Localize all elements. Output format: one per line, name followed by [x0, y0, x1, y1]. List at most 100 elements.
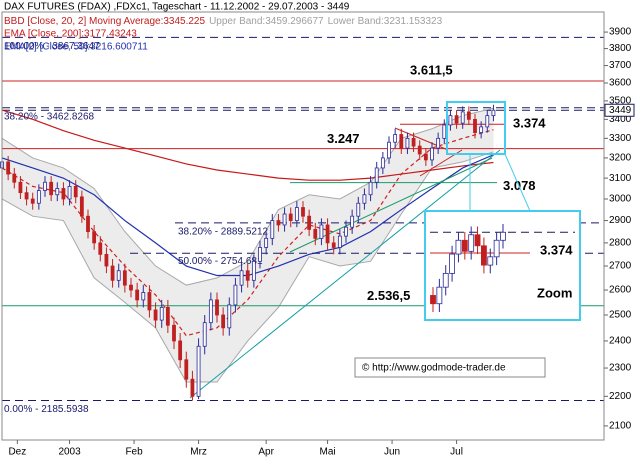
candle-body — [79, 196, 84, 217]
candle-body — [301, 207, 305, 217]
candle-body — [288, 213, 293, 221]
candle-body — [481, 245, 487, 266]
candle-body — [67, 185, 72, 200]
copyright-box — [354, 357, 546, 378]
fib-label: 100.00% - 3867.3647 — [4, 41, 100, 52]
candle-body — [487, 256, 494, 266]
candle-body — [264, 237, 269, 248]
candle-body — [474, 234, 481, 247]
indicator-line — [1, 129, 494, 337]
candle-body — [184, 359, 189, 380]
y-tick-label: 3200 — [609, 153, 632, 164]
level-label: 3.374 — [513, 116, 546, 131]
y-tick-label: 3400 — [609, 114, 632, 125]
candle-body — [208, 299, 213, 324]
y-tick-label: 2400 — [609, 336, 632, 347]
candle-body — [270, 220, 275, 239]
candle-body — [221, 314, 226, 329]
candle-body — [92, 231, 97, 244]
candle-body — [251, 260, 256, 281]
y-tick-label: 2800 — [609, 238, 632, 249]
y-tick-label: 3800 — [609, 43, 632, 54]
y-tick-label: 3900 — [609, 27, 632, 38]
candle-body — [479, 126, 484, 133]
candle-body — [436, 137, 441, 149]
legend-entry: EMA[2] [Close, 50]:3216.600711 — [4, 42, 148, 53]
candle-body — [36, 190, 41, 204]
candle-body — [466, 111, 471, 120]
x-tick-label: 2003 — [58, 447, 81, 458]
candle-body — [129, 284, 133, 291]
candle-body — [202, 322, 207, 347]
candle-body — [331, 242, 336, 248]
candle-body — [485, 115, 490, 128]
y-tick-label: 3100 — [609, 173, 632, 184]
candle-body — [282, 213, 287, 226]
x-tick-label: Apr — [258, 447, 274, 458]
x-tick-label: Feb — [125, 447, 143, 458]
chart-title: DAX FUTURES (FDAX) ,FDXc1, Tageschart - … — [4, 2, 350, 13]
candle-body — [468, 234, 475, 252]
trend-line — [189, 149, 501, 399]
current-price-box — [604, 103, 635, 117]
bollinger-band — [1, 151, 494, 383]
candle-body — [491, 109, 496, 117]
candle-body — [319, 224, 324, 239]
candle-body — [227, 304, 232, 329]
axes: 2100 2200 2300 2400 2500 2600 2700 2800 2900 3000… — [8, 27, 635, 458]
candle-body — [374, 167, 379, 183]
candle-body — [178, 340, 183, 361]
candle-body — [30, 198, 35, 204]
candle-body — [18, 181, 23, 194]
candle-body — [165, 306, 170, 326]
level-label: 3.247 — [327, 131, 360, 146]
fib-label: 0.00% - 2185.5938 — [4, 404, 89, 415]
candle-body — [399, 134, 404, 149]
y-tick-label: 3700 — [609, 60, 632, 71]
fib-label: 50.00% - 2754.681 — [178, 256, 263, 267]
x-tick-label: Mrz — [190, 447, 207, 458]
y-tick-label: 2500 — [609, 310, 632, 321]
y-tick-label: 2100 — [609, 421, 632, 432]
level-label: 3.611,5 — [410, 62, 453, 77]
candle-body — [449, 253, 455, 274]
candle-body — [49, 181, 54, 196]
zoom-connector — [504, 153, 531, 212]
candle-body — [73, 185, 78, 198]
x-tick-label: Mai — [320, 447, 336, 458]
candle-body — [141, 292, 146, 301]
candle-body — [387, 141, 391, 159]
legend-row: BBD [Close, 20, 2] Moving Average:3345.2… — [4, 16, 443, 27]
candle-body — [6, 161, 11, 175]
candle-body — [405, 137, 410, 149]
candle-body — [368, 181, 373, 196]
fib-label: 38.20% - 3462.8268 — [4, 111, 95, 122]
candle-body — [258, 247, 262, 262]
candle-body — [24, 192, 29, 200]
legend-entry: BBD [Close, 20, 2] Moving Average:3345.2… — [4, 16, 205, 27]
candle-body — [500, 231, 506, 241]
candle-body — [455, 239, 462, 255]
candle-body — [442, 272, 449, 288]
candle-body — [430, 147, 434, 161]
indicator-line — [1, 109, 494, 181]
y-tick-label: 2600 — [609, 285, 632, 296]
candle-body — [233, 284, 238, 306]
candle-body — [86, 215, 90, 233]
candle-body — [159, 306, 164, 321]
zoom-source-box — [446, 101, 506, 155]
y-tick-label: 3300 — [609, 133, 632, 144]
candle-body — [454, 115, 459, 124]
y-tick-label: 3600 — [609, 78, 632, 89]
candle-body — [473, 118, 477, 133]
candle-body — [43, 181, 47, 191]
candle-body — [122, 270, 127, 286]
candle-body — [245, 270, 250, 281]
candle-body — [313, 228, 318, 239]
candle-body — [460, 111, 465, 124]
copyright: © http://www.godmode-trader.de — [362, 363, 506, 374]
zoom-content — [430, 224, 575, 312]
x-tick-label: Dez — [8, 447, 26, 458]
candle-body — [430, 295, 436, 305]
y-tick-label: 2900 — [609, 215, 632, 226]
